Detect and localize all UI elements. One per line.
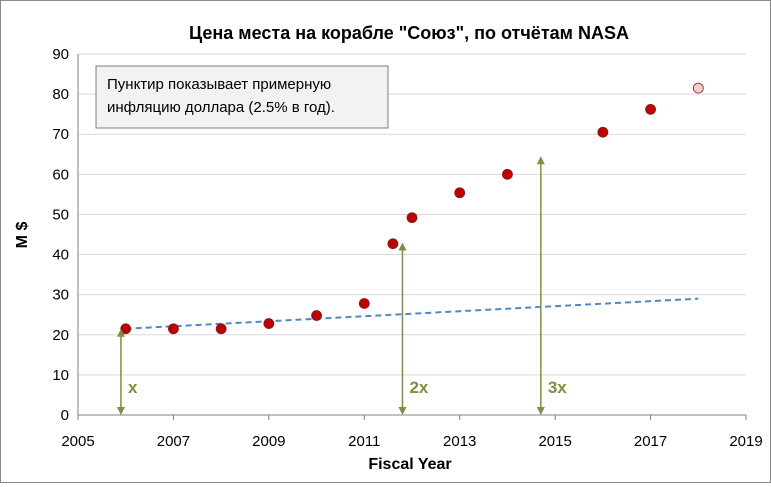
x-tick-label: 2019 — [729, 433, 762, 450]
x-axis-title: Fiscal Year — [368, 456, 451, 473]
data-point — [168, 323, 179, 335]
arrow-head-up — [398, 242, 407, 251]
note-line-1: Пунктир показывает примерную — [107, 76, 331, 93]
data-points — [120, 82, 704, 335]
y-tick-label: 30 — [52, 287, 69, 304]
x-tick-label: 2017 — [634, 433, 667, 450]
y-tick-labels: 0 10 20 30 40 50 60 70 80 90 — [52, 46, 69, 424]
x-tick-label: 2013 — [443, 433, 476, 450]
inflation-trend-line — [125, 297, 699, 330]
x-tick-label: 2005 — [61, 433, 94, 450]
multiplier-label: 2x — [409, 378, 428, 397]
x-tick-label: 2011 — [348, 433, 380, 450]
x-tick-label: 2009 — [252, 433, 285, 450]
data-point — [645, 103, 656, 115]
data-point — [387, 238, 399, 250]
arrow-head-down — [536, 407, 545, 415]
chart-title: Цена места на корабле "Союз", по отчётам… — [189, 23, 629, 43]
y-tick-label: 20 — [52, 327, 69, 344]
data-point — [120, 323, 132, 335]
arrow-head-down — [116, 407, 125, 415]
data-point — [311, 310, 322, 321]
multiplier-arrows: x 2x 3x — [116, 156, 567, 415]
x-tick-labels: 2005 2007 2009 2011 2013 2015 2017 2019 — [61, 433, 762, 450]
y-tick-label: 90 — [52, 46, 69, 63]
multiplier-label: 3x — [548, 378, 567, 397]
y-tick-label: 60 — [52, 166, 69, 183]
x-tick-label: 2007 — [157, 433, 190, 450]
note-box-background — [95, 65, 389, 129]
y-tick-label: 80 — [52, 86, 69, 103]
y-tick-label: 10 — [52, 367, 69, 384]
inflation-line-group — [125, 297, 699, 330]
data-point — [502, 168, 513, 180]
data-point — [215, 323, 227, 335]
data-point — [358, 298, 370, 309]
y-tick-label: 0 — [61, 407, 69, 424]
data-point — [263, 318, 275, 329]
y-tick-label: 50 — [52, 206, 69, 223]
note-line-2: инфляцию доллара (2.5% в год). — [107, 99, 335, 116]
data-point — [692, 82, 704, 94]
y-tick-label: 40 — [52, 247, 69, 264]
arrow-head-up — [116, 328, 125, 337]
arrow-head-up — [536, 156, 545, 165]
multiplier-label: x — [128, 378, 138, 397]
axes — [77, 54, 747, 420]
x-tick-label: 2015 — [538, 433, 571, 450]
y-tick-label: 70 — [52, 126, 69, 143]
data-point — [454, 187, 466, 199]
y-axis-title: M $ — [14, 222, 31, 249]
arrow-head-down — [398, 407, 407, 415]
data-point — [597, 126, 609, 138]
note-box: Пунктир показывает примерную инфляцию до… — [95, 65, 389, 129]
data-point — [406, 212, 418, 224]
